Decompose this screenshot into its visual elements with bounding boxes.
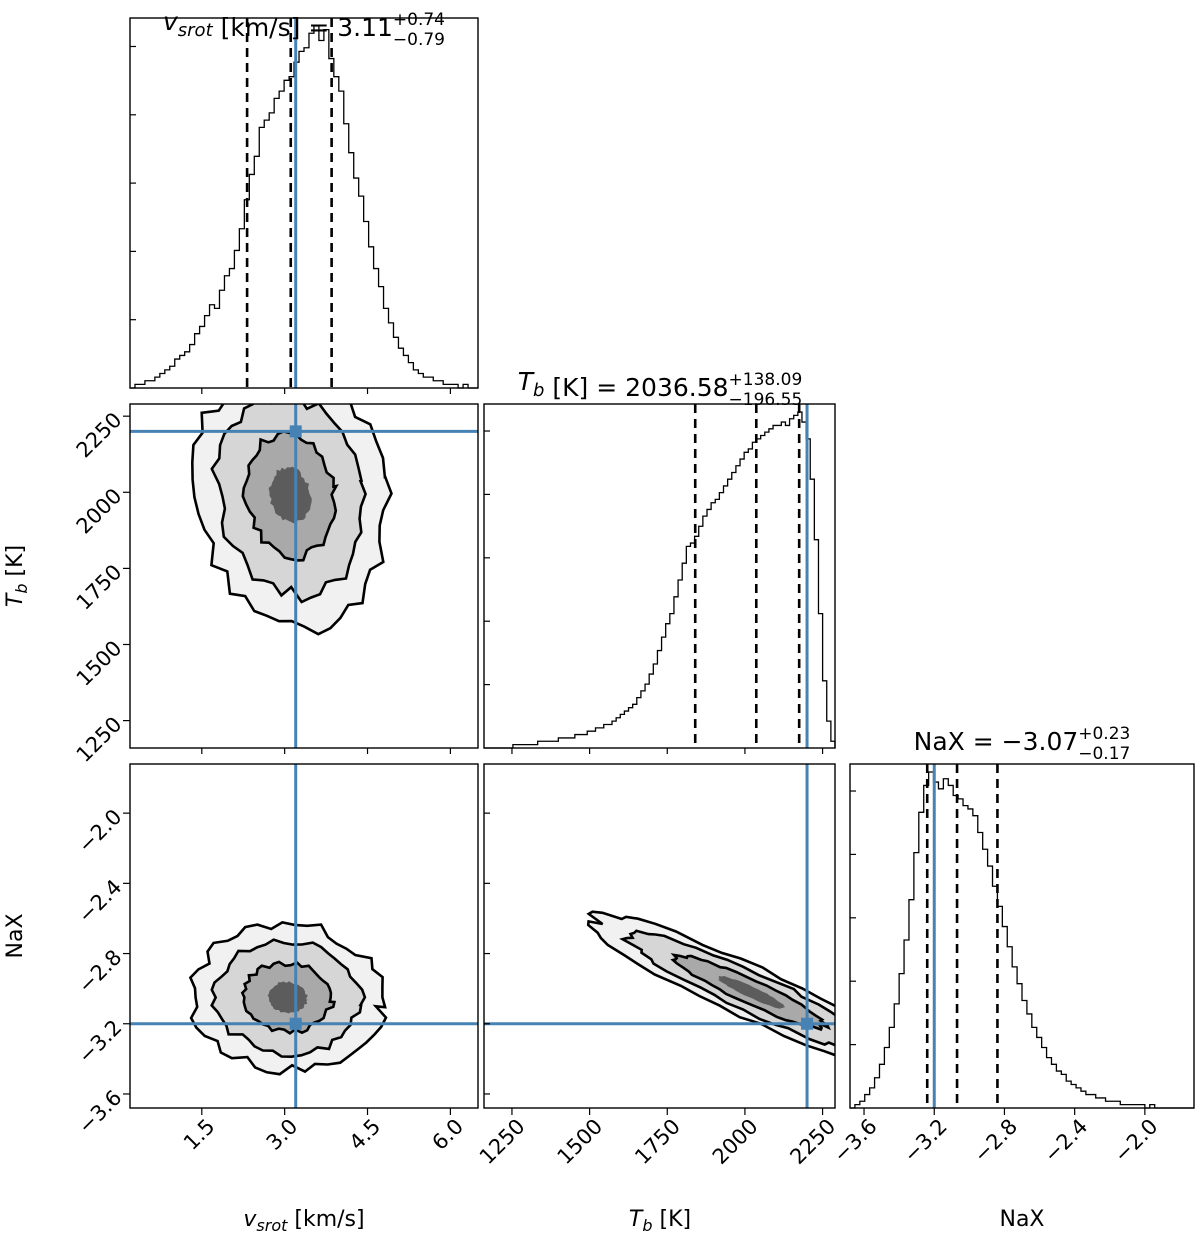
density-fill-3 — [268, 466, 312, 524]
xtick-label-nax: −2.0 — [1110, 1114, 1163, 1167]
histogram-vsrot — [130, 25, 478, 389]
frame-vsrot — [129, 17, 479, 389]
truth-marker-nax-vs-vsrot — [289, 1017, 302, 1030]
contour-2 — [670, 953, 832, 1032]
xtick-label-nax: −3.2 — [899, 1114, 952, 1167]
title-tb: Tb [K] = 2036.58+138.09 −196.55 — [518, 367, 803, 410]
density-fill-3 — [267, 981, 308, 1014]
hist-panel-vsrot — [129, 17, 479, 389]
title-nax: NaX = −3.07+0.23 −0.17 — [914, 724, 1131, 764]
panel-nax-vs-tb — [483, 763, 836, 1109]
ytick-label-tb: 2000 — [72, 484, 127, 539]
ytick-label-nax: −3.2 — [73, 1015, 126, 1068]
xtick-label-vsrot: 3.0 — [262, 1114, 303, 1155]
panels — [129, 17, 1195, 1109]
labels: 1.5 3.0 4.5 6.0 1250 1500 1750 2000 2250−3.6 −3.2… — [3, 7, 1163, 1235]
ytick-label-nax: −2.4 — [73, 875, 126, 928]
title-vsrot: vsrot [km/s] = 3.11+0.74 −0.79 — [163, 7, 445, 50]
hist-panel-tb — [483, 403, 836, 749]
frame-nax — [849, 763, 1195, 1109]
frame-nax-vs-tb — [483, 763, 836, 1109]
histogram-tb — [484, 411, 836, 749]
frame-nax-vs-vsrot — [129, 763, 479, 1109]
frame-tb — [483, 403, 836, 749]
contour-2 — [241, 430, 339, 562]
ytick-label-tb: 1250 — [72, 712, 127, 767]
density-fill-3 — [718, 976, 785, 1009]
xtick-label-tb: 1250 — [475, 1114, 530, 1169]
contour-1 — [210, 938, 367, 1059]
xlabel-tb: Tb [K] — [629, 1207, 691, 1235]
contour-2 — [240, 960, 337, 1035]
xtick-label-nax: −3.6 — [829, 1114, 882, 1167]
panel-nax-vs-vsrot — [129, 763, 479, 1109]
contour-0 — [188, 921, 388, 1076]
xtick-label-vsrot: 6.0 — [427, 1114, 468, 1155]
ytick-label-tb: 1500 — [72, 636, 127, 691]
hist-panel-nax — [849, 763, 1195, 1109]
xtick-label-nax: −2.8 — [969, 1114, 1022, 1167]
xtick-label-tb: 2250 — [785, 1114, 840, 1169]
xtick-label-vsrot: 1.5 — [179, 1114, 220, 1155]
contour-0 — [586, 910, 835, 1057]
panel-tb-vs-vsrot — [129, 403, 479, 749]
ylabel-nax: NaX — [3, 913, 28, 958]
xtick-label-vsrot: 4.5 — [345, 1114, 386, 1155]
ylabel-tb: Tb [K] — [3, 545, 31, 607]
frame-tb-vs-vsrot — [129, 403, 479, 749]
ytick-label-nax: −3.6 — [73, 1085, 126, 1138]
ytick-label-tb: 2250 — [72, 408, 127, 463]
ytick-label-tb: 1750 — [72, 560, 127, 615]
xtick-label-nax: −2.4 — [1039, 1114, 1092, 1167]
ytick-label-nax: −2.8 — [73, 945, 126, 998]
contour-0 — [190, 404, 393, 636]
xlabel-vsrot: vsrot [km/s] — [243, 1207, 364, 1235]
histogram-nax — [850, 771, 1194, 1109]
ytick-label-nax: −2.0 — [73, 805, 126, 858]
xtick-label-tb: 1750 — [630, 1114, 685, 1169]
truth-marker-tb-vs-vsrot — [289, 425, 302, 438]
truth-marker-nax-vs-tb — [801, 1017, 814, 1030]
xtick-label-tb: 1500 — [553, 1114, 608, 1169]
xlabel-nax: NaX — [999, 1207, 1044, 1232]
xtick-label-tb: 2000 — [708, 1114, 763, 1169]
